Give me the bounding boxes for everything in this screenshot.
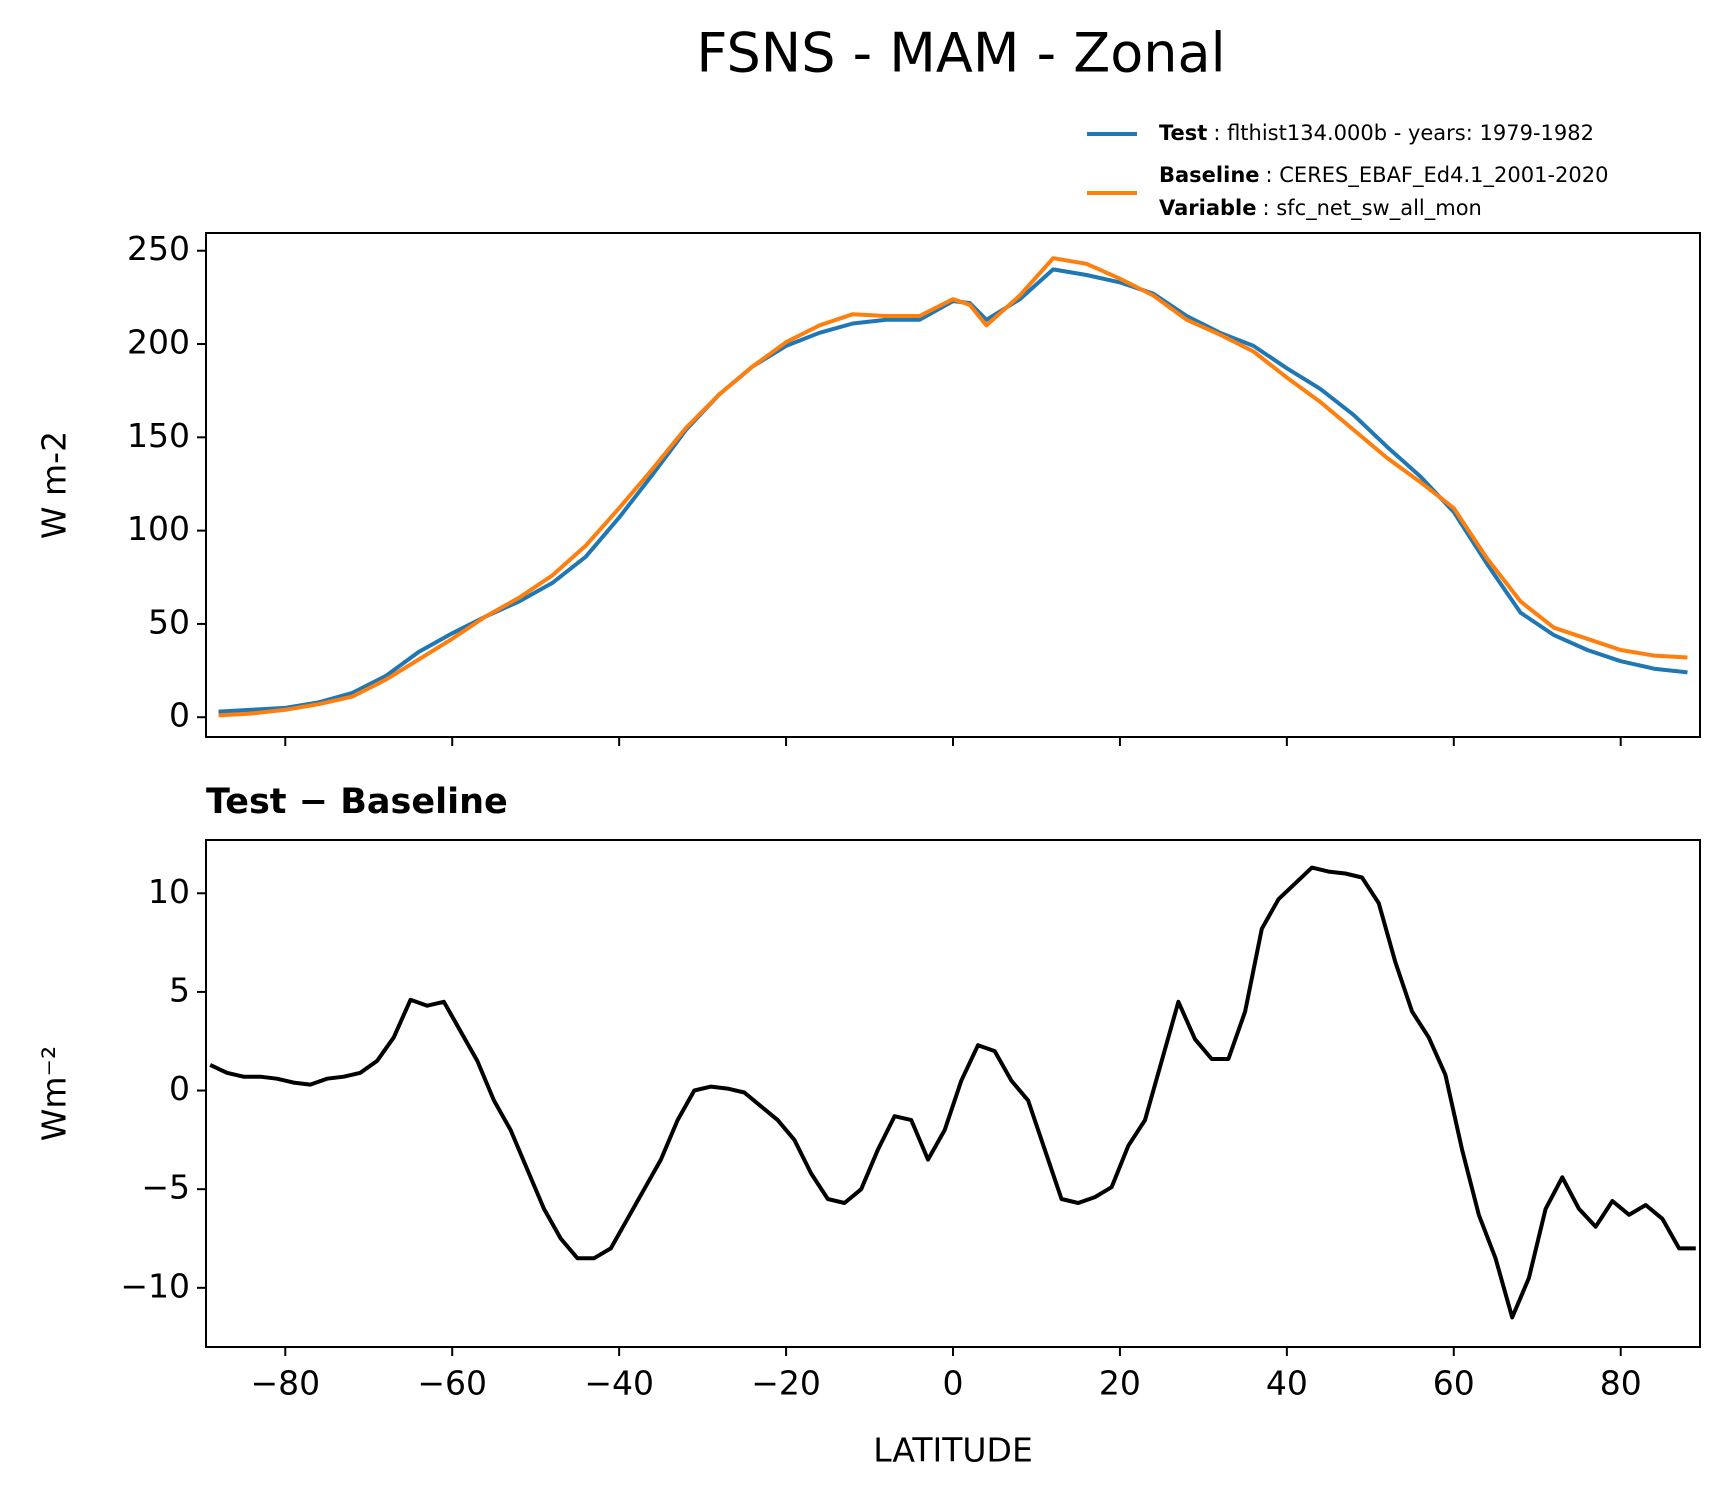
y-tick-label: 100 <box>127 509 190 548</box>
x-tick-label: 80 <box>1600 1364 1642 1403</box>
line <box>218 256 1688 718</box>
x-tick-label: −60 <box>417 1364 487 1403</box>
x-tick-label: 0 <box>943 1364 964 1403</box>
x-tick-label: −40 <box>584 1364 654 1403</box>
y-tick-label: 10 <box>148 872 190 911</box>
y-tick-label: 5 <box>169 970 190 1009</box>
x-tick-label: 60 <box>1433 1364 1475 1403</box>
y-tick-label: −5 <box>141 1168 190 1207</box>
y-tick-label: 50 <box>148 602 190 641</box>
legend-name: Variable <box>1159 196 1256 220</box>
y-tick-label: 250 <box>127 229 190 268</box>
x-axis-label: LATITUDE <box>873 1431 1033 1470</box>
legend-label: : sfc_net_sw_all_mon <box>1262 196 1481 221</box>
x-tick-label: 40 <box>1266 1364 1308 1403</box>
legend-entry: Baseline: CERES_EBAF_Ed4.1_2001-2020 <box>1159 163 1608 188</box>
legend-name: Test <box>1159 121 1207 145</box>
y-tick-label: 0 <box>169 1069 190 1108</box>
y-tick-label: −10 <box>120 1266 190 1305</box>
legend-entry: Test: flthist134.000b - years: 1979-1982 <box>1159 121 1594 145</box>
subplot-title: Test − Baseline <box>206 782 508 822</box>
legend-entry: Variable: sfc_net_sw_all_mon <box>1159 196 1482 221</box>
figure-title: FSNS - MAM - Zonal <box>696 22 1225 85</box>
y-axis-label: Wm⁻² <box>35 1046 74 1141</box>
legend-label: : CERES_EBAF_Ed4.1_2001-2020 <box>1266 163 1609 188</box>
plot-frame <box>205 839 1701 1348</box>
x-tick-label: −20 <box>751 1364 821 1403</box>
y-axis-label: W m-2 <box>35 431 74 539</box>
legend-label: : flthist134.000b - years: 1979-1982 <box>1213 121 1594 145</box>
y-tick-label: 150 <box>127 416 190 455</box>
y-tick-label: 0 <box>169 696 190 735</box>
y-tick-label: 200 <box>127 323 190 362</box>
x-tick-label: 20 <box>1099 1364 1141 1403</box>
line <box>209 865 1696 1320</box>
x-tick-label: −80 <box>250 1364 320 1403</box>
legend-name: Baseline <box>1159 163 1260 187</box>
plot-frame <box>205 232 1701 738</box>
